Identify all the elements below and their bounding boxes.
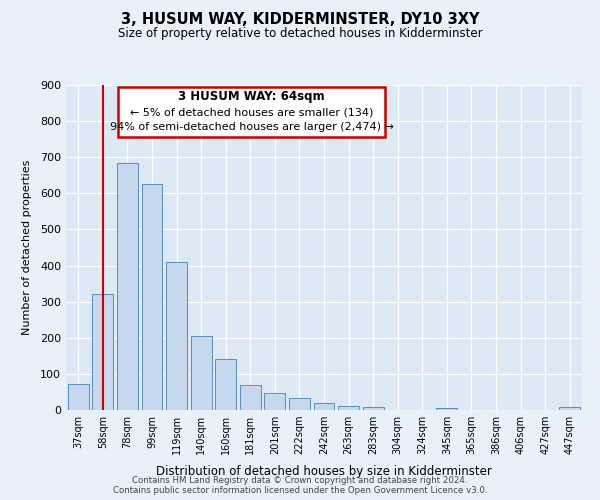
Text: 94% of semi-detached houses are larger (2,474) →: 94% of semi-detached houses are larger (… bbox=[110, 122, 394, 132]
Bar bbox=[265, 393, 286, 410]
Bar bbox=[314, 403, 334, 410]
Bar bbox=[362, 407, 383, 410]
Bar bbox=[436, 408, 457, 410]
X-axis label: Distribution of detached houses by size in Kidderminster: Distribution of detached houses by size … bbox=[156, 466, 492, 478]
Bar bbox=[166, 262, 187, 410]
Text: 3 HUSUM WAY: 64sqm: 3 HUSUM WAY: 64sqm bbox=[178, 90, 325, 104]
Bar bbox=[559, 408, 580, 410]
Bar bbox=[68, 384, 89, 410]
Bar bbox=[215, 360, 236, 410]
Bar bbox=[92, 294, 113, 410]
Bar bbox=[117, 162, 138, 410]
Bar bbox=[240, 384, 261, 410]
Text: 3, HUSUM WAY, KIDDERMINSTER, DY10 3XY: 3, HUSUM WAY, KIDDERMINSTER, DY10 3XY bbox=[121, 12, 479, 28]
Text: Size of property relative to detached houses in Kidderminster: Size of property relative to detached ho… bbox=[118, 28, 482, 40]
Bar bbox=[289, 398, 310, 410]
Bar bbox=[142, 184, 163, 410]
Text: ← 5% of detached houses are smaller (134): ← 5% of detached houses are smaller (134… bbox=[130, 107, 373, 117]
Bar bbox=[191, 336, 212, 410]
Y-axis label: Number of detached properties: Number of detached properties bbox=[22, 160, 32, 335]
Text: Contains HM Land Registry data © Crown copyright and database right 2024.: Contains HM Land Registry data © Crown c… bbox=[132, 476, 468, 485]
Text: Contains public sector information licensed under the Open Government Licence v3: Contains public sector information licen… bbox=[113, 486, 487, 495]
Bar bbox=[338, 406, 359, 410]
